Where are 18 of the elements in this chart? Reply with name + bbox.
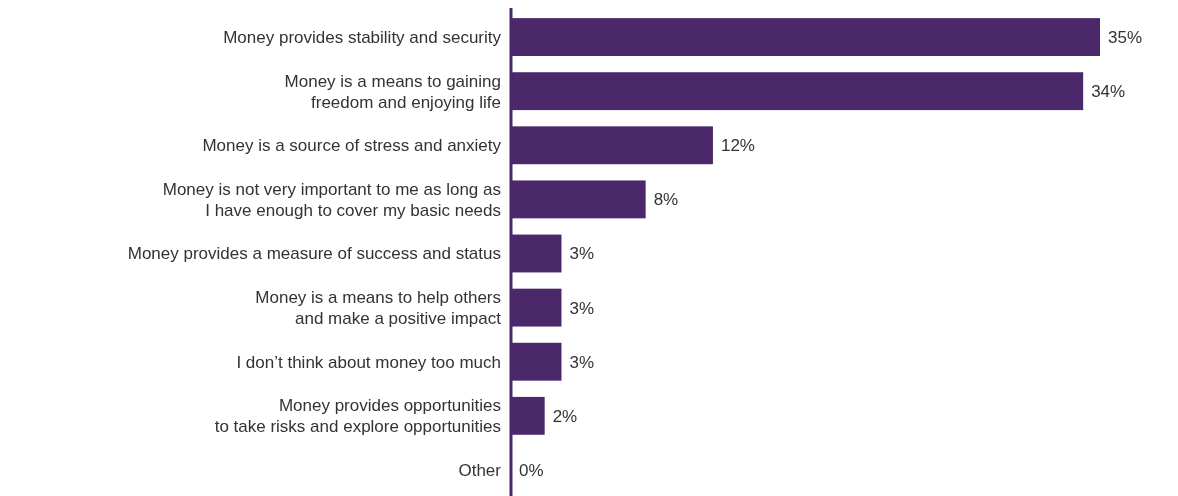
data-label: 34% [1091, 82, 1126, 102]
y-tick-label: Other [458, 460, 502, 480]
data-label: 12% [720, 136, 755, 156]
y-tick-label: Money provides opportunities to take risks and explore opportunities [214, 396, 501, 437]
data-label: 0% [519, 460, 544, 480]
y-tick-label: I don’t think about money too much [236, 352, 501, 372]
data-label: 2% [552, 406, 578, 426]
data-label: 8% [653, 190, 679, 210]
y-tick-label: Money is a source of stress and anxiety [202, 136, 502, 156]
data-label: 3% [569, 352, 595, 372]
y-tick-label: Money provides a measure of success and status [127, 244, 501, 264]
data-label: 3% [569, 298, 595, 318]
y-tick-label: Money provides stability and security [223, 28, 502, 48]
data-label: 35% [1108, 28, 1143, 48]
y-tick-label: Money is a means to help others and make a positive impact [255, 288, 502, 329]
y-tick-label: Money is not very important to me as long as I have enough to cover my basic needs [162, 179, 501, 220]
data-label: 3% [569, 244, 595, 264]
y-tick-label: Money is a means to gaining freedom and enjoying life [284, 71, 501, 112]
